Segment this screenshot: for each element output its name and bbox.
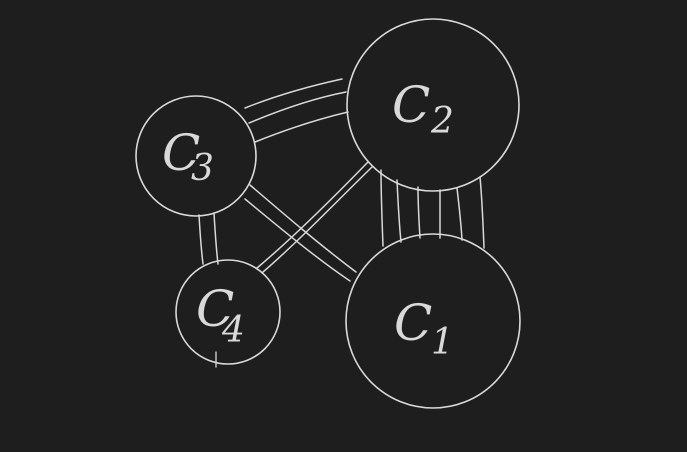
node-c1-circle xyxy=(345,233,521,409)
node-c1-subscript: 1 xyxy=(431,322,454,363)
edges-layer xyxy=(198,78,485,282)
edge-strand xyxy=(248,91,347,124)
node-c4-subscript: 4 xyxy=(221,310,245,351)
node-c4-circle xyxy=(175,259,281,365)
node-c2-circle xyxy=(346,18,520,192)
node-c2-letter: C xyxy=(392,76,430,134)
edge-strand xyxy=(198,214,204,265)
node-c3: C 3 xyxy=(135,95,257,217)
edge-strand xyxy=(244,78,343,109)
edge-c2-c4 xyxy=(256,161,373,273)
node-c4: C 4 xyxy=(175,259,281,368)
node-c1: C 1 xyxy=(345,233,521,409)
node-c2-subscript: 2 xyxy=(430,101,454,142)
edge-strand xyxy=(479,176,485,249)
edge-strand xyxy=(213,212,219,265)
edge-strand xyxy=(417,186,421,239)
edge-c3-c1 xyxy=(244,184,357,282)
edge-strand xyxy=(256,161,369,269)
edge-strand xyxy=(244,198,351,282)
node-c2: C 2 xyxy=(346,18,520,192)
node-c1-letter: C xyxy=(394,294,432,352)
edge-c3-c2 xyxy=(244,78,349,143)
node-c3-letter: C xyxy=(162,124,200,182)
nodes-layer: C 2 C 3 C 4 C 1 xyxy=(135,18,521,409)
node-c3-circle xyxy=(135,95,257,217)
edge-strand xyxy=(396,179,402,243)
edge-strand xyxy=(262,166,373,273)
edge-strand xyxy=(380,169,384,247)
node-c3-subscript: 3 xyxy=(191,148,214,189)
node-c4-letter: C xyxy=(196,280,234,338)
edge-c2-c1 xyxy=(380,169,485,249)
edge-strand xyxy=(254,111,349,143)
edge-strand xyxy=(249,184,357,273)
edge-strand xyxy=(456,187,463,241)
edge-c3-c4 xyxy=(198,212,219,265)
